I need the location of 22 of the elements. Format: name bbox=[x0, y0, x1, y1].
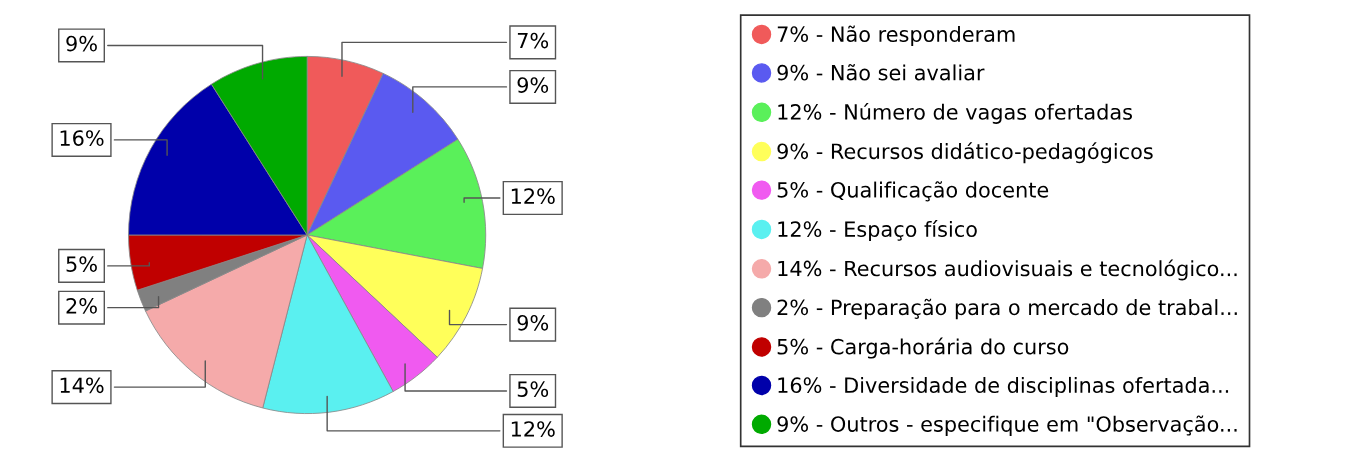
legend-label: 2% - Preparação para o mercado de trabal... bbox=[777, 298, 1237, 320]
legend-label: 12% - Espaço físico bbox=[778, 220, 977, 242]
legend-label: 7% - Não responderam bbox=[777, 25, 1015, 47]
data-label: 14% bbox=[60, 377, 104, 394]
data-label: 7% bbox=[517, 32, 549, 49]
data-label: 2% bbox=[66, 297, 97, 314]
legend-label: 12% - Número de vagas ofertadas bbox=[778, 102, 1132, 124]
data-label: 5% bbox=[66, 256, 97, 272]
data-label: 16% bbox=[60, 130, 104, 146]
legend-label: 9% - Outros - especifique em "Observação... bbox=[777, 415, 1237, 436]
legend-label: 5% - Carga-horária do curso bbox=[777, 337, 1069, 359]
legend-label: 16% - Diversidade de disciplinas ofertada... bbox=[778, 376, 1229, 398]
data-label: 9% bbox=[66, 35, 97, 52]
data-label: 9% bbox=[517, 314, 549, 331]
legend-label: 5% - Qualificação docente bbox=[777, 181, 1049, 202]
data-label: 12% bbox=[511, 421, 555, 437]
data-label: 5% bbox=[517, 381, 549, 398]
legend-label: 14% - Recursos audiovisuais e tecnológico... bbox=[778, 259, 1237, 281]
data-label: 9% bbox=[517, 77, 549, 93]
data-label: 12% bbox=[511, 188, 555, 205]
legend-label: 9% - Não sei avaliar bbox=[777, 64, 985, 81]
legend-label: 9% - Recursos didático-pedagógicos bbox=[777, 142, 1153, 164]
